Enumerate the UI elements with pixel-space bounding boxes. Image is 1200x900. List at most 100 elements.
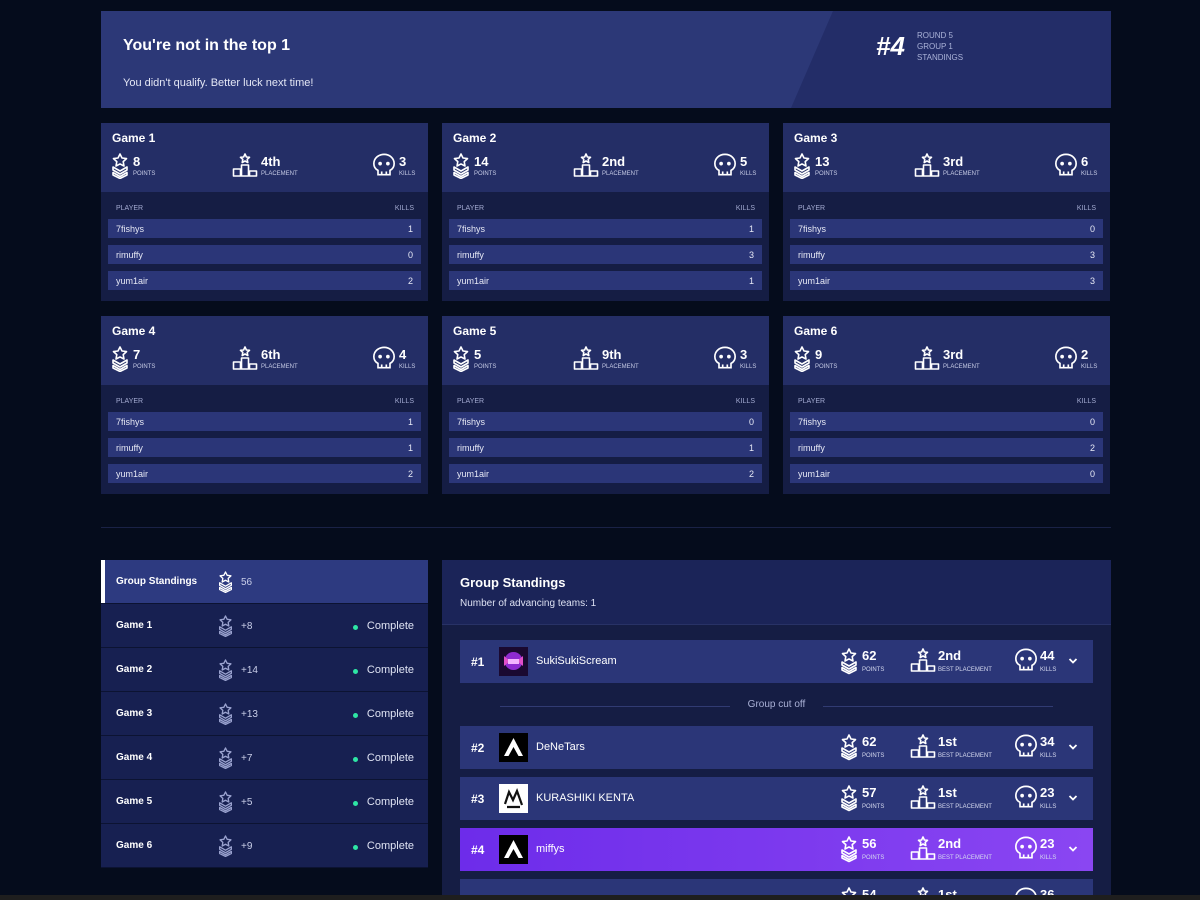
player-name: 7fishys [798, 224, 827, 234]
game-title: Game 6 [794, 324, 838, 338]
chevron-down-icon[interactable] [1067, 791, 1079, 809]
sidebar-item-points: +9 [241, 841, 253, 852]
player-kills: 3 [1089, 250, 1095, 260]
game-title: Game 3 [794, 131, 838, 145]
chevron-down-icon[interactable] [1067, 740, 1079, 758]
player-table-header: PLAYER KILLS [116, 398, 414, 405]
team-rank: #3 [471, 792, 485, 806]
team-rank: #4 [471, 843, 485, 857]
sidebar-item-game-4[interactable]: Game 4 +7 Complete [101, 736, 428, 780]
player-row: 7fishys 1 [108, 219, 421, 238]
best-placement-label: BEST PLACEMENT [938, 753, 992, 759]
player-kills: 1 [748, 276, 754, 286]
player-name: 7fishys [116, 224, 145, 234]
team-points: 62 [862, 734, 877, 749]
sidebar-item-label: Game 1 [116, 620, 153, 631]
banner-title: You're not in the top 1 [123, 37, 291, 54]
player-name: yum1air [798, 276, 831, 286]
sidebar-item-game-1[interactable]: Game 1 +8 Complete [101, 604, 428, 648]
sidebar-item-game-2[interactable]: Game 2 +14 Complete [101, 648, 428, 692]
team-best-placement: 1st [938, 734, 957, 749]
game-card: Game 6 9 POINTS 3rd PLACEMENT 2 KILLS PLAYER KIL… [783, 316, 1110, 494]
sidebar-item-status: Complete [366, 620, 414, 632]
game-placement-value: 3rd [943, 347, 964, 362]
kills-label: KILLS [1081, 171, 1098, 177]
player-kills: 0 [407, 250, 413, 260]
sidebar-item-label: Game 6 [116, 840, 153, 851]
player-kills: 1 [407, 417, 413, 427]
player-row: yum1air 2 [108, 271, 421, 290]
team-kills: 23 [1040, 785, 1055, 800]
team-name: DeNeTars [536, 741, 585, 753]
kills-label: KILLS [1040, 855, 1057, 861]
kills-label: KILLS [399, 364, 416, 370]
player-kills: 3 [748, 250, 754, 260]
advancing-teams-text: Number of advancing teams: 1 [460, 598, 597, 609]
sidebar-item-game-6[interactable]: Game 6 +9 Complete [101, 824, 428, 868]
player-table-header: PLAYER KILLS [457, 205, 755, 212]
player-name: rimuffy [798, 250, 825, 260]
player-kills: 1 [407, 443, 413, 453]
kills-label: KILLS [740, 171, 757, 177]
player-kills: 2 [748, 469, 754, 479]
player-row: yum1air 2 [449, 464, 762, 483]
team-best-placement: 2nd [938, 648, 962, 663]
team-name: miffys [536, 843, 565, 855]
player-name: yum1air [457, 469, 490, 479]
points-label: POINTS [474, 364, 497, 370]
banner-rank-panel [791, 11, 1111, 108]
sidebar-item-status: Complete [366, 796, 414, 808]
game-card-header: Game 5 5 POINTS 9th PLACEMENT 3 KILLS [442, 316, 769, 385]
kills-column-label: KILLS [1076, 398, 1096, 405]
team-points: 57 [862, 785, 877, 800]
player-name: rimuffy [457, 250, 484, 260]
points-label: POINTS [815, 171, 838, 177]
player-column-label: PLAYER [457, 205, 485, 212]
player-table-header: PLAYER KILLS [457, 398, 755, 405]
game-card: Game 4 7 POINTS 6th PLACEMENT 4 KILLS PLAYER KIL… [101, 316, 428, 494]
player-row: 7fishys 0 [790, 219, 1103, 238]
team-row[interactable]: #1 SukiSukiScream 62 POINTS 2nd BEST PLACEMEN… [460, 640, 1093, 683]
placement-label: PLACEMENT [943, 364, 980, 370]
game-points-value: 9 [815, 347, 823, 362]
game-card-header: Game 3 13 POINTS 3rd PLACEMENT 6 KILLS [783, 123, 1110, 192]
game-card: Game 3 13 POINTS 3rd PLACEMENT 6 KILLS PLAYER KI… [783, 123, 1110, 301]
player-name: rimuffy [457, 443, 484, 453]
complete-status-dot [353, 757, 358, 762]
group-standings-panel: Group Standings Number of advancing team… [442, 560, 1111, 900]
sidebar-item-game-3[interactable]: Game 3 +13 Complete [101, 692, 428, 736]
best-placement-label: BEST PLACEMENT [938, 855, 992, 861]
sidebar-item-label: Game 4 [116, 752, 153, 763]
player-name: rimuffy [116, 443, 143, 453]
player-name: 7fishys [457, 224, 486, 234]
player-row: yum1air 3 [790, 271, 1103, 290]
team-logo [499, 784, 528, 813]
kills-label: KILLS [740, 364, 757, 370]
player-row: rimuffy 2 [790, 438, 1103, 457]
game-kills-value: 6 [1081, 154, 1089, 169]
rank-meta-group: GROUP 1 [917, 42, 953, 51]
team-row[interactable]: #3 KURASHIKI KENTA 57 POINTS 1st BEST PLACEME… [460, 777, 1093, 820]
sidebar-item-label: Group Standings [116, 576, 198, 587]
sidebar-item-game-5[interactable]: Game 5 +5 Complete [101, 780, 428, 824]
player-table-header: PLAYER KILLS [116, 205, 414, 212]
kills-column-label: KILLS [394, 205, 414, 212]
team-best-placement: 2nd [938, 836, 962, 851]
player-row: rimuffy 3 [449, 245, 762, 264]
sidebar-item-points: 56 [241, 577, 253, 588]
points-label: POINTS [815, 364, 838, 370]
player-row: yum1air 2 [108, 464, 421, 483]
sidebar-item-group-standings[interactable]: Group Standings 56 [101, 560, 428, 604]
section-divider [101, 527, 1111, 528]
sidebar-item-status: Complete [366, 840, 414, 852]
game-points-value: 8 [133, 154, 141, 169]
team-points: 62 [862, 648, 877, 663]
chevron-down-icon[interactable] [1067, 654, 1079, 672]
player-row: yum1air 1 [449, 271, 762, 290]
game-card: Game 5 5 POINTS 9th PLACEMENT 3 KILLS PLAYER KIL… [442, 316, 769, 494]
player-table-header: PLAYER KILLS [798, 205, 1096, 212]
chevron-down-icon[interactable] [1067, 842, 1079, 860]
player-row: yum1air 0 [790, 464, 1103, 483]
team-row[interactable]: #2 DeNeTars 62 POINTS 1st BEST PLACEMENT 34 KIL… [460, 726, 1093, 769]
team-row-highlighted[interactable]: #4 miffys 56 POINTS 2nd BEST PLACEMENT 23 KILLS [460, 828, 1093, 871]
